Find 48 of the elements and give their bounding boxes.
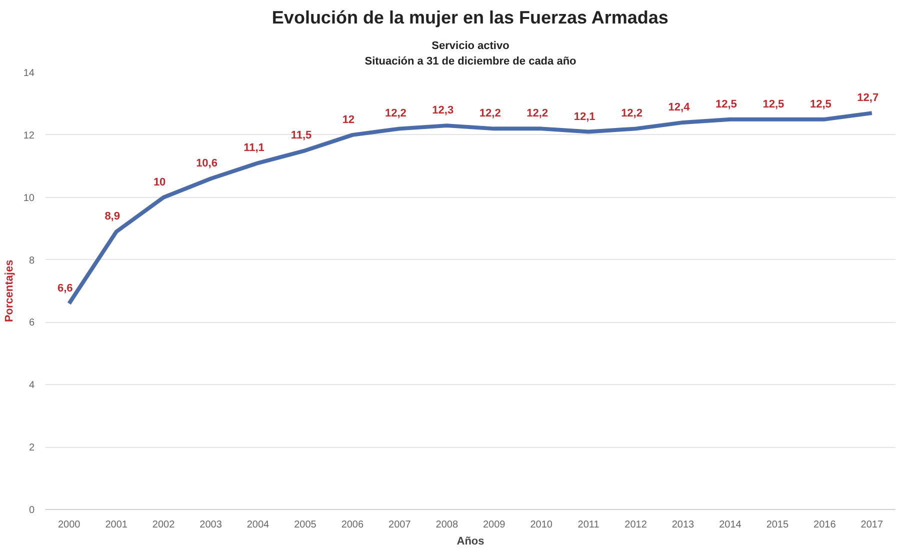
data-label: 12,2	[621, 108, 642, 120]
data-label: 10,6	[196, 158, 218, 170]
x-tick-label: 2010	[530, 520, 553, 530]
y-tick-label: 10	[23, 192, 35, 204]
x-tick-label: 2011	[578, 520, 600, 530]
x-tick-label: 2016	[814, 520, 836, 530]
x-tick-label: 2002	[152, 520, 176, 530]
data-label: 6,6	[57, 282, 73, 294]
x-tick-label: 2013	[672, 520, 695, 530]
x-tick-label: 2012	[624, 520, 648, 530]
x-tick-label: 2008	[436, 520, 458, 530]
y-tick-label: 14	[23, 68, 35, 79]
data-label: 12,7	[857, 92, 879, 104]
data-label: 10	[153, 176, 166, 188]
data-label: 12,5	[716, 98, 737, 110]
x-tick-label: 2015	[766, 520, 790, 530]
chart-title: Evolución de la mujer en las Fuerzas Armadas	[272, 8, 668, 28]
x-tick-label: 2014	[719, 520, 742, 530]
x-tick-label: 2007	[388, 520, 412, 530]
data-label: 12,4	[668, 101, 691, 114]
data-label: 12,5	[810, 98, 832, 110]
x-tick-label: 2000	[58, 520, 81, 530]
y-tick-label: 12	[23, 130, 35, 142]
y-axis-title: Porcentajes	[3, 260, 16, 322]
x-tick-label: 2009	[482, 520, 506, 530]
data-label: 12,1	[574, 110, 596, 123]
x-tick-label: 2017	[860, 520, 884, 530]
x-tick-label: 2001	[105, 520, 128, 530]
data-label: 12,2	[384, 108, 406, 120]
x-axis-title: Años	[456, 536, 484, 548]
data-label: 12,2	[526, 108, 548, 120]
data-label: 12,2	[479, 108, 501, 120]
y-tick-label: 4	[28, 380, 35, 392]
data-label: 11,1	[244, 142, 264, 154]
data-label: 12,5	[762, 98, 784, 110]
x-tick-label: 2005	[294, 520, 317, 530]
data-label: 11,5	[290, 130, 312, 142]
y-tick-label: 0	[28, 505, 35, 516]
y-tick-label: 8	[28, 255, 35, 266]
data-label: 12	[342, 114, 355, 126]
data-label: 12,3	[432, 104, 454, 117]
chart-subtitle: Servicio activo Situación a 31 de diciembre de cada año	[364, 40, 577, 68]
y-tick-label: 6	[28, 318, 35, 329]
y-tick-label: 2	[28, 442, 35, 454]
data-label: 8,9	[104, 210, 120, 223]
x-tick-label: 2004	[246, 520, 270, 530]
x-tick-label: 2003	[200, 520, 222, 530]
x-tick-label: 2006	[341, 520, 364, 530]
